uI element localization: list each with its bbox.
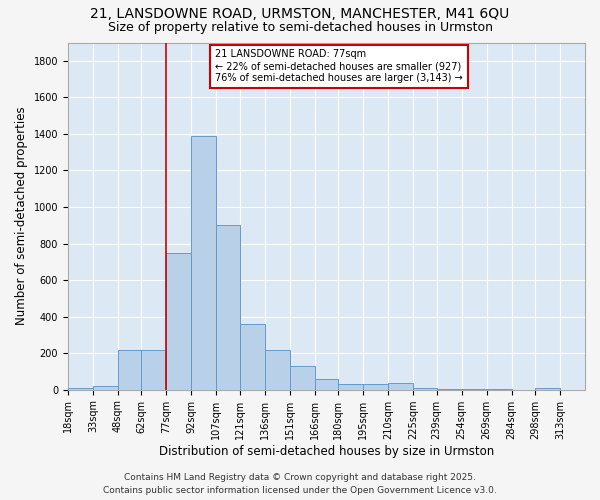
Bar <box>413 388 437 390</box>
Bar <box>338 384 363 390</box>
Bar <box>461 389 487 390</box>
Bar <box>118 350 141 390</box>
Text: Size of property relative to semi-detached houses in Urmston: Size of property relative to semi-detach… <box>107 21 493 34</box>
Bar <box>265 350 290 390</box>
Bar <box>535 388 560 390</box>
Bar <box>240 324 265 390</box>
Bar <box>315 379 338 390</box>
Text: Contains HM Land Registry data © Crown copyright and database right 2025.
Contai: Contains HM Land Registry data © Crown c… <box>103 474 497 495</box>
Bar <box>141 350 166 390</box>
Bar <box>217 225 240 390</box>
Bar <box>290 366 315 390</box>
Bar <box>68 388 93 390</box>
Y-axis label: Number of semi-detached properties: Number of semi-detached properties <box>15 107 28 326</box>
Bar <box>487 389 512 390</box>
Text: 21 LANSDOWNE ROAD: 77sqm
← 22% of semi-detached houses are smaller (927)
76% of : 21 LANSDOWNE ROAD: 77sqm ← 22% of semi-d… <box>215 50 463 82</box>
Bar <box>191 136 217 390</box>
Bar <box>363 384 388 390</box>
Bar <box>388 384 413 390</box>
Bar <box>166 252 191 390</box>
Bar <box>437 389 461 390</box>
Bar <box>93 386 118 390</box>
X-axis label: Distribution of semi-detached houses by size in Urmston: Distribution of semi-detached houses by … <box>159 444 494 458</box>
Text: 21, LANSDOWNE ROAD, URMSTON, MANCHESTER, M41 6QU: 21, LANSDOWNE ROAD, URMSTON, MANCHESTER,… <box>91 8 509 22</box>
